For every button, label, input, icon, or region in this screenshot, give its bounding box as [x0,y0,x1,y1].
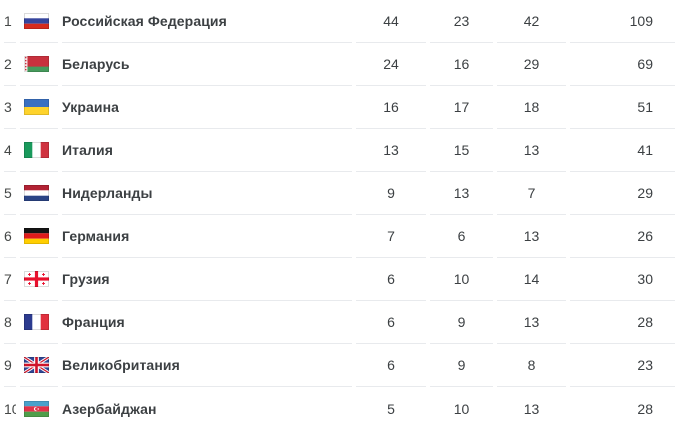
ukraine-flag-icon [24,99,49,115]
country-name: Великобритания [62,344,352,387]
bronze-count: 7 [497,172,566,215]
country-name: Франция [62,301,352,344]
flag-cell [20,258,58,301]
gold-count: 6 [356,344,426,387]
rank-cell: 10 [4,400,16,417]
silver-count: 6 [430,215,493,258]
silver-count: 17 [430,86,493,129]
bronze-count: 13 [523,400,540,417]
country-name: Германия [62,215,352,258]
flag-cell [20,215,58,258]
gold-count: 6 [356,258,426,301]
table-row[interactable]: 3 Украина 16 17 18 51 [4,86,675,129]
rank-cell: 9 [4,344,16,387]
total-count: 41 [570,129,675,172]
total-count: 29 [570,172,675,215]
rank-cell: 1 [4,0,16,43]
total-count: 69 [570,43,675,86]
gold-count: 16 [356,86,426,129]
rank-cell: 7 [4,258,16,301]
flag-cell [20,172,58,215]
bronze-count: 13 [497,129,566,172]
silver-count: 9 [430,301,493,344]
country-name: Российская Федерация [62,0,352,43]
table-row[interactable]: 5 Нидерланды 9 13 7 29 [4,172,675,215]
silver-count: 9 [430,344,493,387]
bronze-count: 13 [497,215,566,258]
gold-count: 6 [356,301,426,344]
country-name: Грузия [62,258,352,301]
great-britain-flag-icon [24,357,49,373]
total-count: 23 [570,344,675,387]
rank-cell: 2 [4,43,16,86]
silver-count: 10 [453,400,470,417]
table-row[interactable]: 2 Беларусь 24 16 29 69 [4,43,675,86]
table-row[interactable]: 7 Грузия 6 10 14 30 [4,258,675,301]
flag-cell [20,86,58,129]
belarus-flag-icon [24,56,49,72]
rank-cell: 6 [4,215,16,258]
azerbaijan-flag-icon [24,400,49,417]
total-count: 26 [570,215,675,258]
bronze-count: 14 [497,258,566,301]
gold-count: 9 [356,172,426,215]
bronze-count: 18 [497,86,566,129]
france-flag-icon [24,314,49,330]
gold-count: 24 [356,43,426,86]
russia-flag-icon [24,13,49,29]
total-count: 28 [637,400,653,417]
flag-cell [20,344,58,387]
silver-count: 10 [430,258,493,301]
country-name: Украина [62,86,352,129]
flag-cell [20,129,58,172]
gold-count: 7 [356,215,426,258]
bronze-count: 42 [497,0,566,43]
total-count: 109 [570,0,675,43]
silver-count: 15 [430,129,493,172]
rank-cell: 4 [4,129,16,172]
total-count: 30 [570,258,675,301]
country-name: Азербайджан [62,400,157,417]
bronze-count: 8 [497,344,566,387]
bronze-count: 29 [497,43,566,86]
total-count: 28 [570,301,675,344]
silver-count: 13 [430,172,493,215]
gold-count: 44 [356,0,426,43]
germany-flag-icon [24,228,49,244]
table-row[interactable]: 4 Италия 13 15 13 41 [4,129,675,172]
rank-cell: 3 [4,86,16,129]
silver-count: 16 [430,43,493,86]
georgia-flag-icon [24,271,49,287]
italy-flag-icon [24,142,49,158]
flag-cell [20,387,58,430]
table-row[interactable]: 1 Российская Федерация 44 23 42 109 [4,0,675,43]
bronze-count: 13 [497,301,566,344]
total-count: 51 [570,86,675,129]
table-row[interactable]: 6 Германия 7 6 13 26 [4,215,675,258]
country-name: Беларусь [62,43,352,86]
rank-cell: 8 [4,301,16,344]
table-row[interactable]: 10 Азербайджан 5 10 13 28 [4,387,675,430]
rank-cell: 5 [4,172,16,215]
flag-cell [20,43,58,86]
flag-cell [20,301,58,344]
netherlands-flag-icon [24,185,49,201]
gold-count: 5 [387,400,395,417]
silver-count: 23 [430,0,493,43]
table-row[interactable]: 8 Франция 6 9 13 28 [4,301,675,344]
table-row[interactable]: 9 Великобритания 6 9 8 23 [4,344,675,387]
country-name: Италия [62,129,352,172]
gold-count: 13 [356,129,426,172]
country-name: Нидерланды [62,172,352,215]
flag-cell [20,0,58,43]
